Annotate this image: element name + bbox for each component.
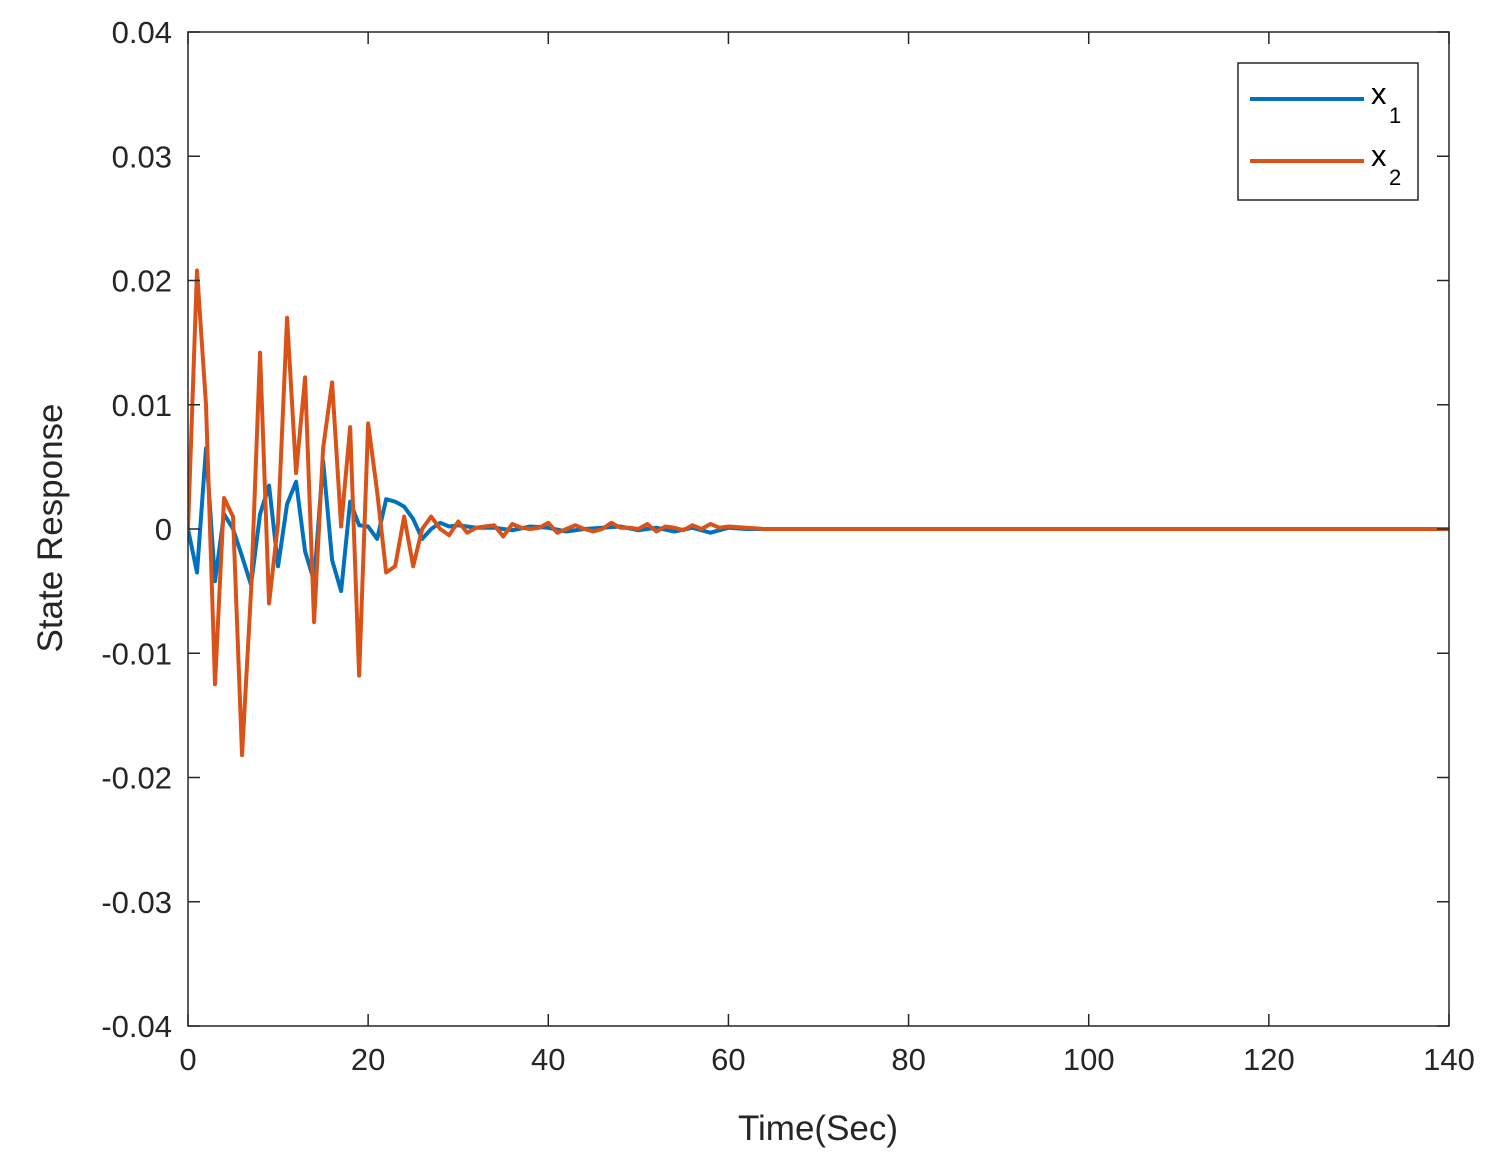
y-tick-label: 0.04	[112, 15, 172, 50]
x-tick-label: 0	[179, 1042, 196, 1077]
x-tick-label: 40	[531, 1042, 565, 1077]
legend-subscript-x2: 2	[1389, 165, 1401, 190]
x-tick-label: 100	[1063, 1042, 1115, 1077]
series-line-x2	[188, 268, 1449, 758]
y-axis-label: State Response	[31, 403, 70, 652]
legend-box	[1237, 62, 1419, 201]
plot-area	[188, 268, 1449, 758]
x-tick-label: 120	[1243, 1042, 1295, 1077]
x-tick-label: 140	[1423, 1042, 1475, 1077]
y-tick-label: 0	[155, 512, 172, 547]
y-tick-label: -0.01	[101, 636, 172, 671]
y-tick-label: 0.01	[112, 388, 172, 423]
x-axis-label: Time(Sec)	[738, 1109, 898, 1148]
x-tick-label: 60	[711, 1042, 745, 1077]
axes: 0 20 40 60 80 100 120 140 -0.04 -0.03 -0.02 -0.01 0 0…	[101, 15, 1475, 1077]
legend-label-x1: x	[1371, 76, 1387, 111]
legend-subscript-x1: 1	[1389, 103, 1401, 128]
y-tick-label: 0.02	[112, 264, 172, 299]
x-tick-label: 80	[891, 1042, 925, 1077]
y-tick-label: -0.04	[101, 1009, 172, 1044]
y-tick-label: -0.02	[101, 761, 172, 796]
y-tick-label: 0.03	[112, 139, 172, 174]
y-tick-label: -0.03	[101, 885, 172, 920]
x-tick-label: 20	[351, 1042, 385, 1077]
legend-label-x2: x	[1371, 138, 1387, 173]
